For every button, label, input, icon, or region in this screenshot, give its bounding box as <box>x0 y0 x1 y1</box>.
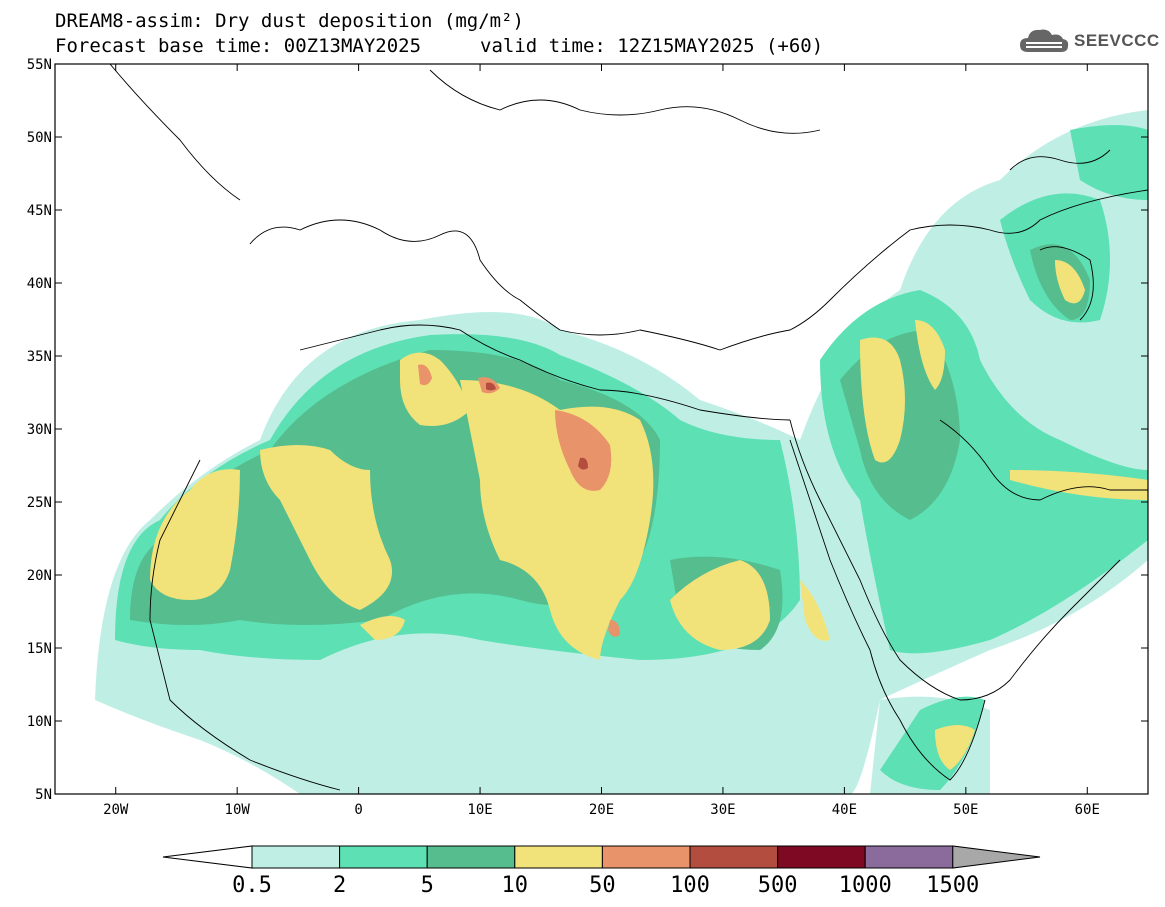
lon-tick-label: 20E <box>589 802 614 818</box>
colorbar-swatch <box>514 845 603 869</box>
coastlines-and-borders <box>109 64 1148 791</box>
colorbar-swatch <box>689 845 779 869</box>
base-time: Forecast base time: 00Z13MAY2025 <box>55 35 422 57</box>
lon-tick-label: 30E <box>710 802 735 818</box>
dust-level-100 <box>486 382 588 470</box>
colorbar-label: 100 <box>670 873 710 898</box>
lat-tick-label: 55N <box>27 57 52 73</box>
colorbar-label: 500 <box>758 873 798 898</box>
colorbar-swatch <box>864 845 954 869</box>
colorbar-label: 10 <box>502 873 529 898</box>
lon-tick-label: 10W <box>225 802 251 818</box>
logo-text: SEEVCCC <box>1074 31 1160 50</box>
colorbar-label: 1500 <box>926 873 979 898</box>
colorbar-over-triangle <box>952 845 1041 869</box>
colorbar-label: 0.5 <box>232 873 272 898</box>
colorbar-label: 2 <box>333 873 346 898</box>
lon-tick-label: 20W <box>103 802 129 818</box>
colorbar-swatch <box>777 845 866 869</box>
lat-tick-label: 50N <box>27 130 52 146</box>
dust-field <box>95 110 1148 794</box>
longitude-axis: 20W 10W 0 10E 20E 30E 40E 50E 60E <box>103 64 1100 818</box>
colorbar-label: 5 <box>421 873 434 898</box>
lat-tick-label: 25N <box>27 495 52 511</box>
colorbar-label: 50 <box>589 873 616 898</box>
colorbar-label: 1000 <box>839 873 892 898</box>
forecast-times: Forecast base time: 00Z13MAY2025 valid ti… <box>55 35 823 57</box>
colorbar-under-triangle <box>162 845 253 869</box>
map-title: DREAM8-assim: Dry dust deposition (mg/m²… <box>55 10 524 32</box>
colorbar: 0.5 2 5 10 50 100 500 1000 1500 <box>162 845 1041 898</box>
lat-tick-label: 5N <box>35 787 52 803</box>
lat-tick-label: 15N <box>27 641 52 657</box>
cloud-icon <box>1020 29 1069 52</box>
lon-tick-label: 10E <box>467 802 492 818</box>
lat-tick-label: 45N <box>27 203 52 219</box>
lon-tick-label: 40E <box>832 802 857 818</box>
seevccc-logo: SEEVCCC <box>1018 26 1160 56</box>
colorbar-swatch <box>426 845 516 869</box>
lon-tick-label: 0 <box>354 802 362 818</box>
lat-tick-label: 10N <box>27 714 52 730</box>
lat-tick-label: 40N <box>27 276 52 292</box>
colorbar-swatch <box>339 845 428 869</box>
lat-tick-label: 30N <box>27 422 52 438</box>
lon-tick-label: 50E <box>953 802 978 818</box>
colorbar-swatch <box>601 845 691 869</box>
colorbar-swatch <box>251 845 341 869</box>
latitude-axis: 55N 50N 45N 40N 35N 30N 25N 20N 15N 10N 5N <box>27 57 1148 803</box>
lat-tick-label: 35N <box>27 349 52 365</box>
valid-time: valid time: 12Z15MAY2025 (+60) <box>480 35 824 57</box>
lat-tick-label: 20N <box>27 568 52 584</box>
lon-tick-label: 60E <box>1075 802 1100 818</box>
